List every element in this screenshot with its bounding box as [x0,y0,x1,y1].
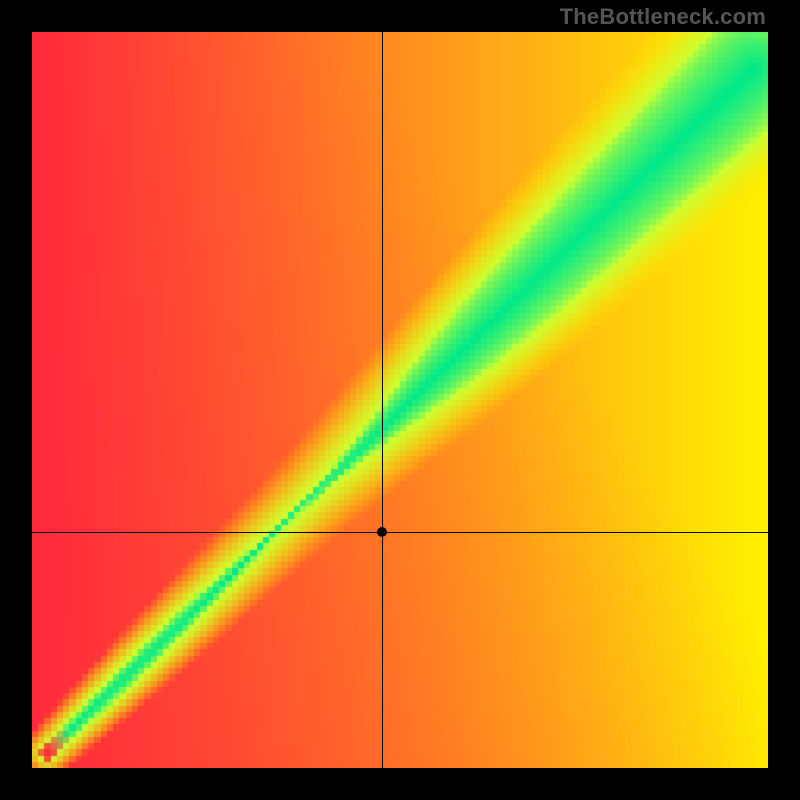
watermark-text: TheBottleneck.com [560,4,766,30]
crosshair-marker [377,527,387,537]
crosshair-vertical [382,32,383,768]
crosshair-horizontal [32,532,768,533]
bottleneck-heatmap [32,32,768,768]
